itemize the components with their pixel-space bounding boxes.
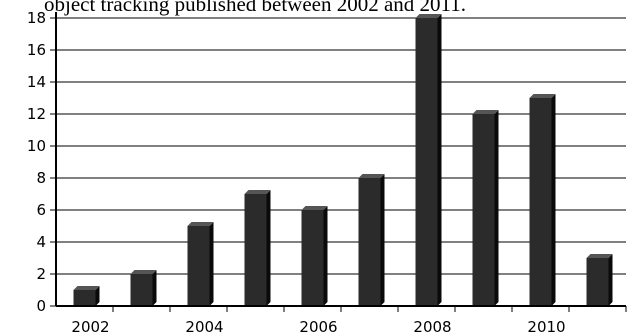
bar-side — [608, 254, 613, 306]
x-tick-label-2006: 2006 — [299, 318, 337, 333]
bar-side — [323, 206, 328, 306]
bar-top — [301, 206, 328, 210]
y-tick-label: 8 — [36, 169, 46, 187]
bar-front — [301, 210, 324, 306]
y-tick-label: 0 — [36, 297, 46, 315]
bar-2006 — [301, 206, 328, 306]
bar-2004 — [187, 222, 214, 306]
bar-top — [244, 190, 271, 194]
y-tick-label: 14 — [27, 73, 46, 91]
bar-side — [209, 222, 214, 306]
bar-2010 — [529, 94, 556, 306]
x-tick-label-2010: 2010 — [527, 318, 565, 333]
axes — [50, 12, 627, 312]
bar-front — [130, 274, 153, 306]
bar-2011 — [586, 254, 613, 306]
bar-front — [358, 178, 381, 306]
bar-top — [529, 94, 556, 98]
y-tick-label: 18 — [27, 9, 46, 27]
bar-2007 — [358, 174, 385, 306]
bar-top — [73, 286, 100, 290]
y-tick-label: 4 — [36, 233, 46, 251]
bar-front — [415, 18, 438, 306]
y-tick-label: 2 — [36, 265, 46, 283]
bar-front — [244, 194, 267, 306]
bar-top — [586, 254, 613, 258]
bars — [73, 14, 613, 306]
bar-front — [187, 226, 210, 306]
y-tick-label: 16 — [27, 41, 46, 59]
x-tick-labels: 2002 2004 2006 2008 2010 — [71, 318, 565, 333]
x-tick-label-2008: 2008 — [413, 318, 451, 333]
bar-side — [152, 270, 157, 306]
bar-side — [95, 286, 100, 306]
x-tick-label-2004: 2004 — [185, 318, 223, 333]
bar-2009 — [472, 110, 499, 306]
bar-side — [266, 190, 271, 306]
chart-caption: object tracking published between 2002 a… — [44, 0, 467, 16]
bar-front — [529, 98, 552, 306]
y-tick-label: 12 — [27, 105, 46, 123]
bar-2005 — [244, 190, 271, 306]
bar-top — [415, 14, 442, 18]
bar-side — [437, 14, 442, 306]
bar-top — [187, 222, 214, 226]
bar-2002 — [73, 286, 100, 306]
y-tick-labels: 0 2 4 6 8 10 12 14 16 18 — [27, 9, 46, 315]
bar-side — [494, 110, 499, 306]
bar-side — [380, 174, 385, 306]
bar-side — [551, 94, 556, 306]
bar-top — [130, 270, 157, 274]
bar-front — [472, 114, 495, 306]
y-tick-label: 10 — [27, 137, 46, 155]
y-tick-label: 6 — [36, 201, 46, 219]
bar-2003 — [130, 270, 157, 306]
x-tick-label-2002: 2002 — [71, 318, 109, 333]
bar-front — [586, 258, 609, 306]
bar-front — [73, 290, 96, 306]
bar-top — [358, 174, 385, 178]
bar-top — [472, 110, 499, 114]
bar-2008 — [415, 14, 442, 306]
